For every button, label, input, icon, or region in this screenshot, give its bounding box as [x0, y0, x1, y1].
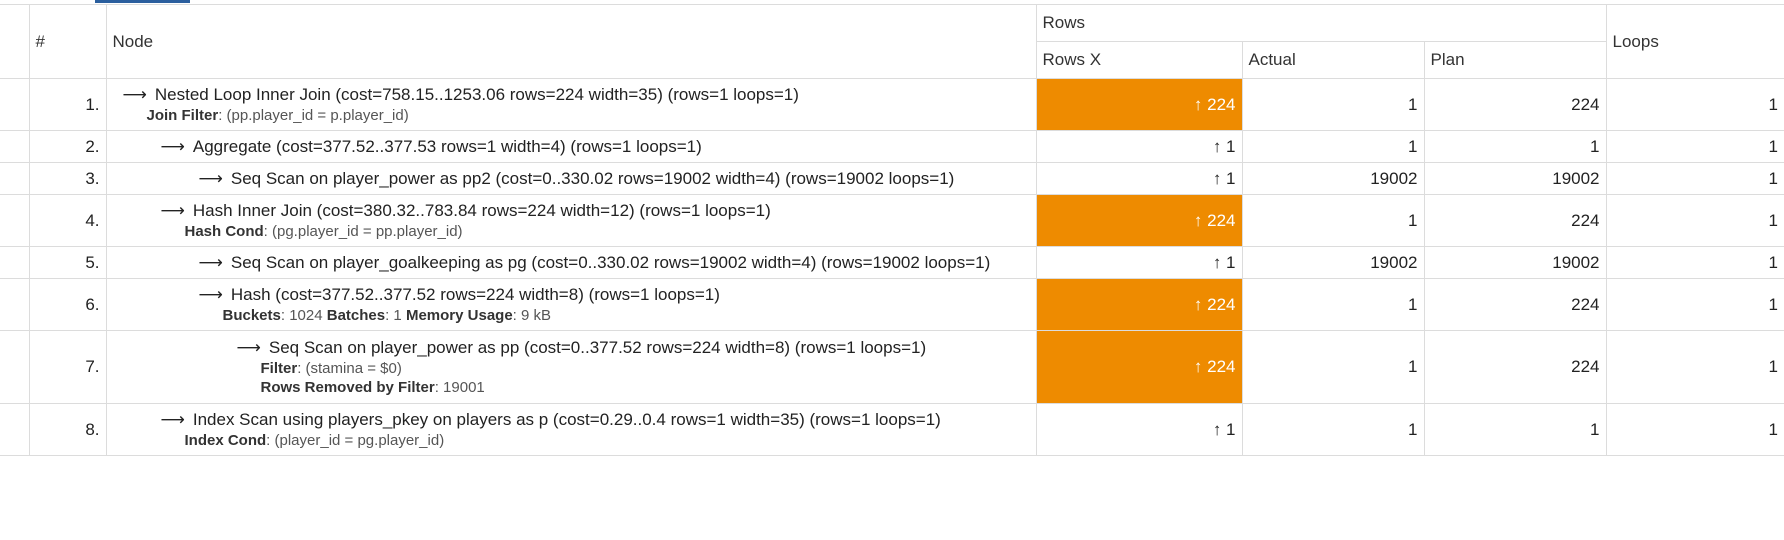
actual-cell: 1: [1241, 194, 1425, 247]
arrow-right-icon: ⟶: [160, 410, 185, 429]
loops-cell: 1: [1605, 278, 1784, 331]
rows-x-cell: ↑ 224: [1035, 78, 1243, 131]
rows-group-header[interactable]: Rows: [1035, 4, 1607, 42]
plan-column-header[interactable]: Plan: [1423, 41, 1607, 79]
plan-cell: 1: [1423, 130, 1607, 163]
loops-cell: 1: [1605, 78, 1784, 131]
loops-cell: 1: [1605, 246, 1784, 279]
plan-row[interactable]: 1. ⟶ Nested Loop Inner Join (cost=758.15.…: [0, 78, 1784, 131]
actual-cell: 1: [1241, 403, 1425, 456]
row-index: 7.: [28, 330, 107, 404]
node-cell: ⟶ Seq Scan on player_power as pp2 (cost=0…: [105, 162, 1037, 195]
plan-cell: 224: [1423, 194, 1607, 247]
row-index: 6.: [28, 278, 107, 331]
loops-cell: 1: [1605, 403, 1784, 456]
loops-cell: 1: [1605, 194, 1784, 247]
node-cell: ⟶ Aggregate (cost=377.52..377.53 rows=1 w…: [105, 130, 1037, 163]
node-detail: Hash Cond: (pg.player_id = pp.player_id): [184, 223, 463, 240]
plan-cell: 224: [1423, 330, 1607, 404]
arrow-right-icon: ⟶: [122, 85, 147, 104]
node-cell: ⟶ Index Scan using players_pkey on player…: [105, 403, 1037, 456]
actual-cell: 1: [1241, 78, 1425, 131]
node-title: Aggregate (cost=377.52..377.53 rows=1 wi…: [192, 136, 702, 156]
plan-cell: 224: [1423, 78, 1607, 131]
row-gutter: [0, 194, 30, 247]
node-title: Index Scan using players_pkey on players…: [192, 410, 941, 429]
rows-x-cell: ↑ 1: [1035, 403, 1243, 456]
rows-x-cell: ↑ 224: [1035, 330, 1243, 404]
rows-x-cell: ↑ 1: [1035, 246, 1243, 279]
plan-row[interactable]: 6. ⟶ Hash (cost=377.52..377.52 rows=224 w…: [0, 278, 1784, 331]
row-gutter: [0, 78, 30, 131]
row-gutter: [0, 162, 30, 195]
arrow-right-icon: ⟶: [236, 338, 261, 357]
plan-row[interactable]: 2. ⟶ Aggregate (cost=377.52..377.53 rows=…: [0, 130, 1784, 163]
node-title: Seq Scan on player_goalkeeping as pg (co…: [230, 252, 991, 272]
node-title: Nested Loop Inner Join (cost=758.15..125…: [154, 85, 799, 104]
arrow-right-icon: ⟶: [198, 168, 223, 188]
actual-cell: 1: [1241, 130, 1425, 163]
loops-column-header[interactable]: Loops: [1605, 4, 1784, 79]
plan-cell: 1: [1423, 403, 1607, 456]
node-cell: ⟶ Seq Scan on player_goalkeeping as pg (c…: [105, 246, 1037, 279]
loops-cell: 1: [1605, 130, 1784, 163]
node-cell: ⟶ Nested Loop Inner Join (cost=758.15..12…: [105, 78, 1037, 131]
rows-x-cell: ↑ 1: [1035, 130, 1243, 163]
row-index: 4.: [28, 194, 107, 247]
actual-cell: 1: [1241, 278, 1425, 331]
gutter-header: [0, 4, 30, 79]
node-detail: Filter: (stamina = $0): [260, 360, 402, 377]
arrow-right-icon: ⟶: [160, 201, 185, 220]
node-cell: ⟶ Seq Scan on player_power as pp (cost=0.…: [105, 330, 1037, 404]
row-gutter: [0, 130, 30, 163]
plan-cell: 19002: [1423, 246, 1607, 279]
row-gutter: [0, 403, 30, 456]
node-detail: Join Filter: (pp.player_id = p.player_id…: [146, 107, 409, 124]
node-detail: Index Cond: (player_id = pg.player_id): [184, 432, 445, 449]
node-cell: ⟶ Hash (cost=377.52..377.52 rows=224 widt…: [105, 278, 1037, 331]
node-detail: Rows Removed by Filter: 19001: [260, 379, 485, 396]
plan-cell: 19002: [1423, 162, 1607, 195]
plan-row[interactable]: 4. ⟶ Hash Inner Join (cost=380.32..783.84…: [0, 194, 1784, 247]
plan-cell: 224: [1423, 278, 1607, 331]
node-title: Hash Inner Join (cost=380.32..783.84 row…: [192, 201, 771, 220]
actual-cell: 1: [1241, 330, 1425, 404]
plan-row[interactable]: 5. ⟶ Seq Scan on player_goalkeeping as pg…: [0, 246, 1784, 279]
plan-row[interactable]: 3. ⟶ Seq Scan on player_power as pp2 (cos…: [0, 162, 1784, 195]
row-gutter: [0, 278, 30, 331]
plan-row[interactable]: 8. ⟶ Index Scan using players_pkey on pla…: [0, 403, 1784, 456]
explain-plan-table: # Node Rows Loops Rows X Actual Plan 1. …: [0, 4, 1784, 456]
rows-x-cell: ↑ 224: [1035, 194, 1243, 247]
active-tab-indicator: [95, 0, 190, 3]
actual-cell: 19002: [1241, 162, 1425, 195]
row-gutter: [0, 246, 30, 279]
row-gutter: [0, 330, 30, 404]
row-index: 5.: [28, 246, 107, 279]
actual-column-header[interactable]: Actual: [1241, 41, 1425, 79]
node-column-header[interactable]: Node: [105, 4, 1037, 79]
index-column-header[interactable]: #: [28, 4, 107, 79]
node-detail: Buckets: 1024 Batches: 1 Memory Usage: 9…: [222, 307, 552, 324]
node-title: Seq Scan on player_power as pp (cost=0..…: [268, 338, 927, 357]
loops-cell: 1: [1605, 162, 1784, 195]
arrow-right-icon: ⟶: [160, 136, 185, 156]
node-title: Hash (cost=377.52..377.52 rows=224 width…: [230, 285, 720, 304]
actual-cell: 19002: [1241, 246, 1425, 279]
plan-row[interactable]: 7. ⟶ Seq Scan on player_power as pp (cost…: [0, 330, 1784, 404]
row-index: 3.: [28, 162, 107, 195]
rows-x-cell: ↑ 224: [1035, 278, 1243, 331]
arrow-right-icon: ⟶: [198, 252, 223, 272]
rows-x-cell: ↑ 1: [1035, 162, 1243, 195]
loops-cell: 1: [1605, 330, 1784, 404]
node-cell: ⟶ Hash Inner Join (cost=380.32..783.84 ro…: [105, 194, 1037, 247]
row-index: 2.: [28, 130, 107, 163]
rows-x-column-header[interactable]: Rows X: [1035, 41, 1243, 79]
node-title: Seq Scan on player_power as pp2 (cost=0.…: [230, 168, 955, 188]
row-index: 1.: [28, 78, 107, 131]
row-index: 8.: [28, 403, 107, 456]
arrow-right-icon: ⟶: [198, 285, 223, 304]
